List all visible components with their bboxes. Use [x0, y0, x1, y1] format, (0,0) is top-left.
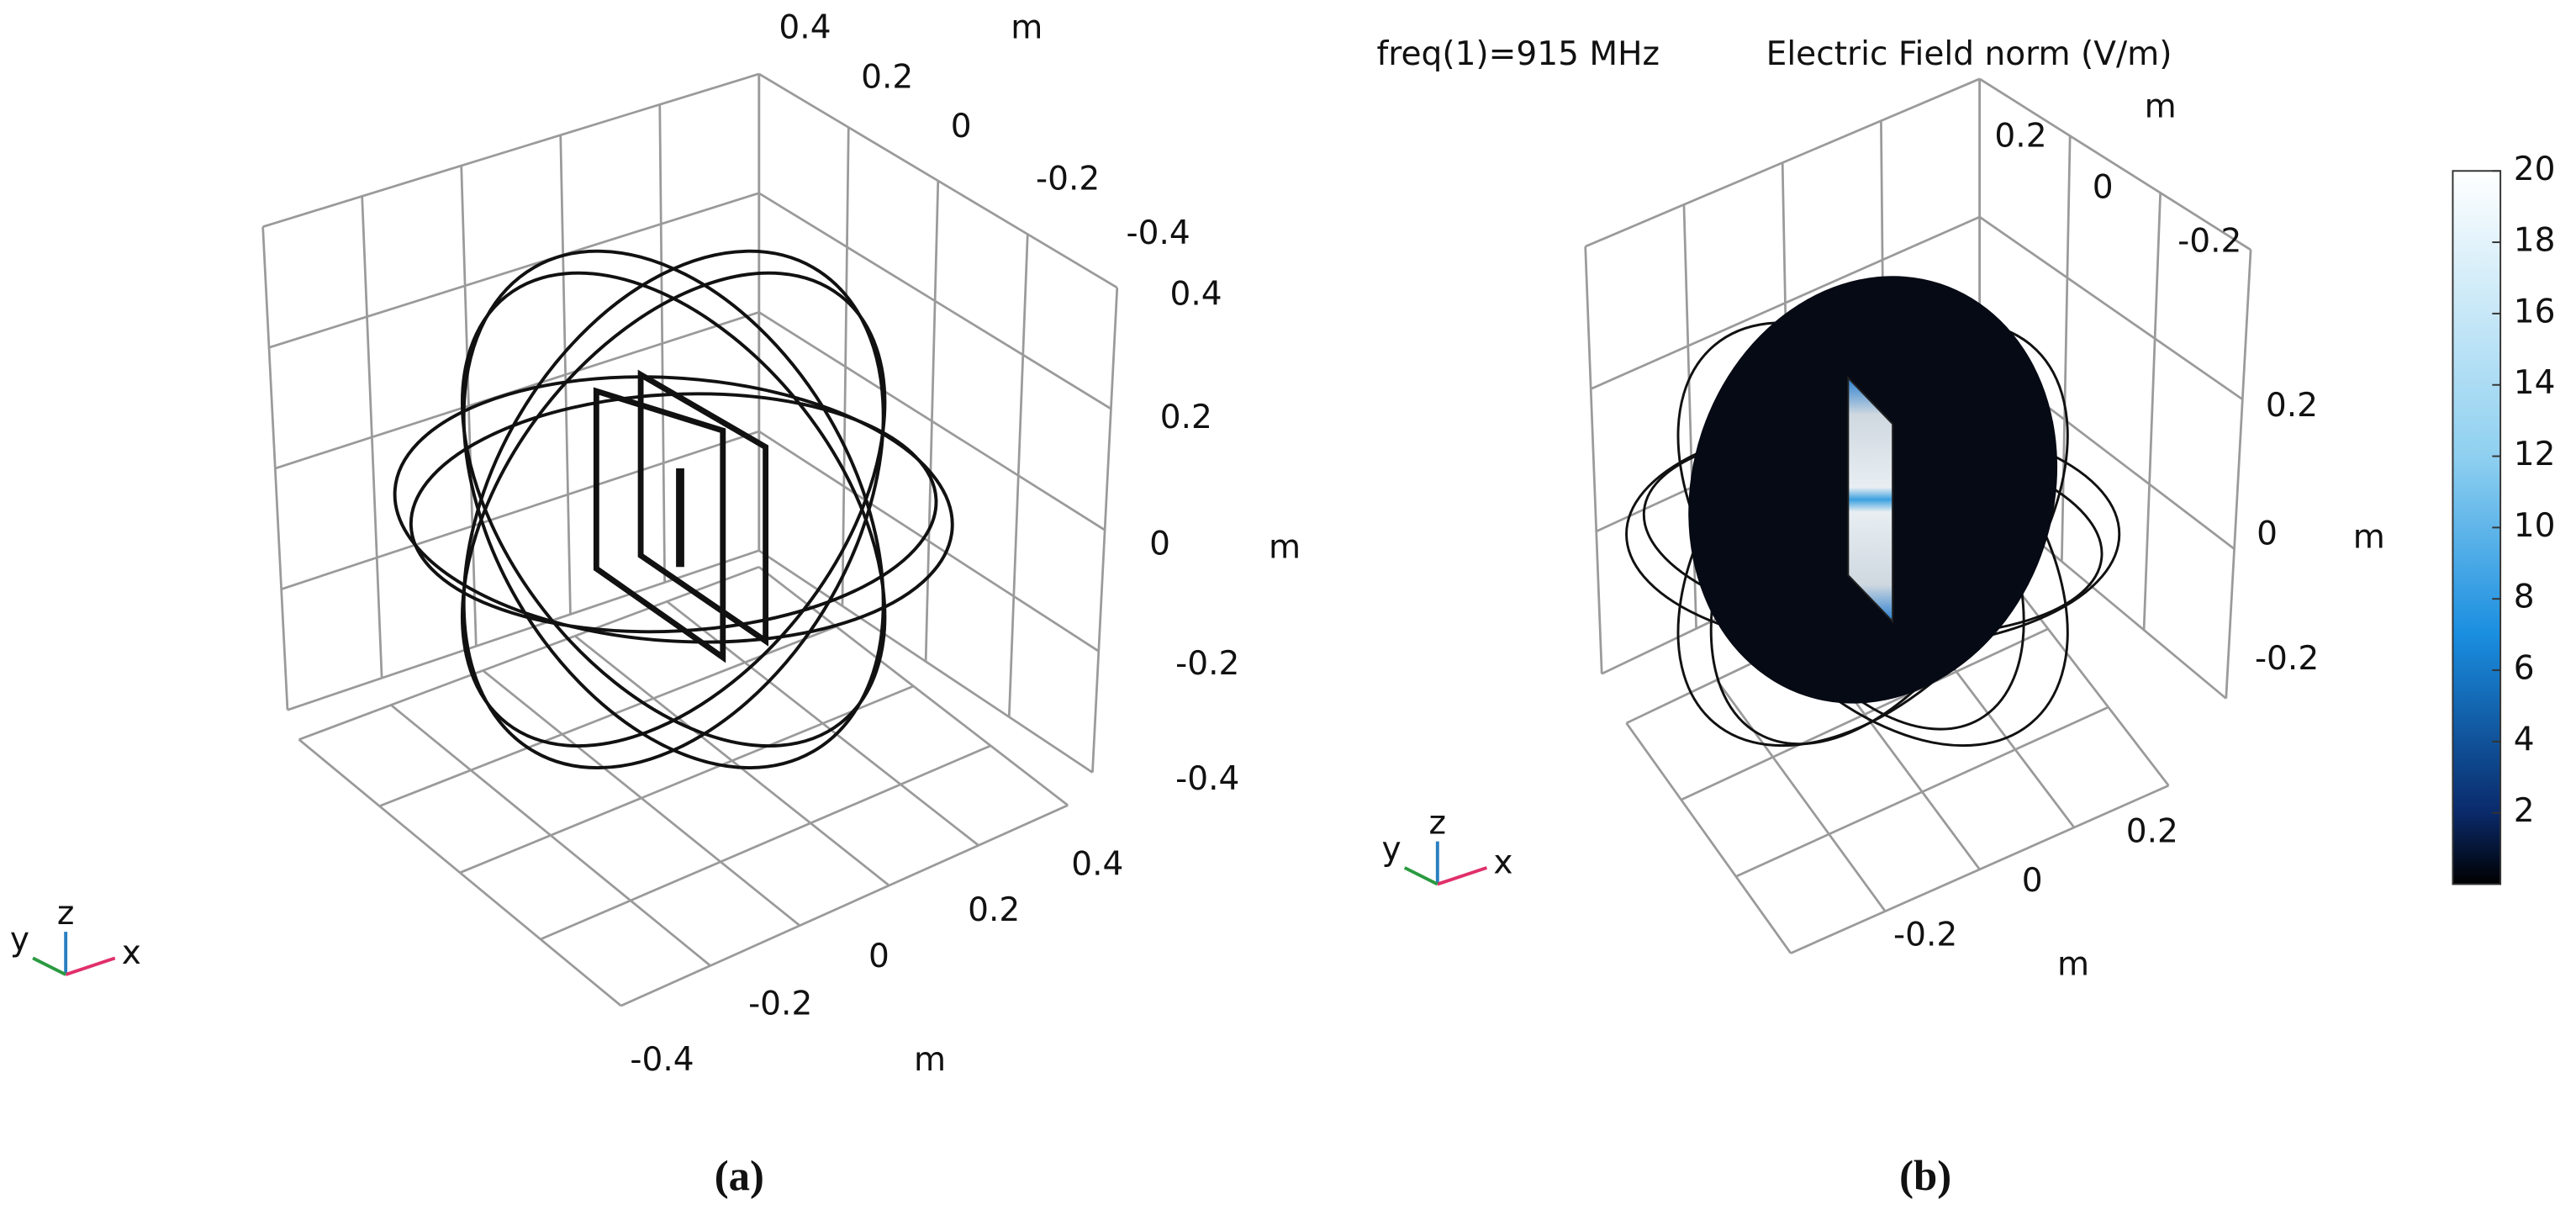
label: 12	[2514, 436, 2556, 473]
grid-line	[281, 430, 760, 590]
label: -0.2	[1175, 645, 1239, 683]
label: 0.2	[861, 58, 913, 96]
label: z	[57, 895, 75, 933]
grid-line	[758, 430, 1100, 653]
label: -0.2	[2177, 223, 2241, 261]
label: 0.4	[779, 9, 831, 47]
label: 6	[2514, 650, 2535, 688]
grid-line	[1978, 215, 2244, 401]
grid-line	[2061, 135, 2072, 562]
triad-x	[1437, 866, 1488, 886]
grid-line	[757, 566, 1069, 806]
grid-line	[287, 549, 760, 711]
label: -0.4	[1127, 214, 1190, 252]
label: m	[1269, 528, 1301, 566]
label: freq(1)=915 MHz	[1377, 35, 1660, 73]
label: (b)	[1899, 1152, 1951, 1199]
grid-line	[2142, 193, 2162, 631]
label: 0.4	[1169, 275, 1222, 313]
grid-line	[758, 72, 1118, 289]
grid-line	[378, 625, 837, 807]
grid-line	[2225, 249, 2252, 699]
label: -0.2	[1893, 917, 1957, 954]
label: -0.2	[748, 986, 812, 1023]
label: m	[2353, 519, 2385, 557]
label: (a)	[715, 1152, 764, 1199]
label: x	[1493, 844, 1512, 882]
label: 0	[2093, 168, 2114, 206]
label: -0.2	[2255, 640, 2319, 678]
grid-line	[1584, 246, 1603, 674]
grid-line	[758, 549, 1094, 774]
label: -0.4	[630, 1041, 694, 1079]
label: 2	[2514, 792, 2535, 830]
grid-line	[1681, 627, 2049, 801]
label: 0.4	[1071, 845, 1123, 883]
label: x	[122, 934, 141, 972]
label: Electric Field norm (V/m)	[1766, 35, 2172, 73]
label: 0.2	[968, 891, 1020, 929]
grid-line	[620, 804, 1069, 1007]
grid-line	[1735, 705, 2109, 878]
label: 10	[2514, 507, 2556, 545]
label: m	[1011, 9, 1043, 47]
grid	[261, 72, 2252, 1007]
radiation-pattern	[393, 249, 954, 769]
grid-line	[1590, 215, 1981, 390]
label: 0.2	[1160, 399, 1212, 436]
antenna	[593, 369, 769, 663]
grid-line	[1585, 77, 1981, 248]
grid-line	[1625, 722, 1792, 954]
label: 0.2	[1994, 118, 2046, 156]
label: -0.4	[1175, 760, 1239, 798]
label: m	[914, 1041, 946, 1079]
label: 18	[2514, 222, 2556, 260]
label: 8	[2514, 579, 2535, 616]
grid-line	[298, 565, 760, 741]
grid-line	[1978, 77, 2251, 251]
label: m	[2145, 87, 2177, 125]
triad-x	[65, 956, 116, 976]
grid-line	[1715, 679, 1887, 912]
label: 20	[2514, 151, 2556, 188]
grid-line	[1790, 784, 2169, 954]
label: -0.2	[1036, 160, 1100, 198]
axis-triad	[32, 932, 116, 976]
label: 0	[2257, 515, 2278, 553]
grid-line	[758, 192, 1112, 410]
triad-y	[1403, 866, 1438, 886]
label: 0	[2022, 862, 2043, 900]
label: 0	[1149, 525, 1170, 563]
triad-y	[32, 956, 67, 976]
label: 0.2	[2126, 812, 2178, 850]
grid-line	[540, 744, 991, 941]
label: 0.2	[2266, 387, 2318, 425]
grid-line	[758, 311, 1106, 531]
label: 16	[2514, 293, 2556, 330]
label: y	[10, 921, 29, 959]
antenna	[1847, 376, 1894, 624]
label: z	[1429, 805, 1447, 843]
label: 0	[868, 938, 889, 975]
label: 0	[951, 108, 972, 145]
label: m	[2057, 946, 2089, 984]
label: 14	[2514, 364, 2556, 402]
label: y	[1382, 831, 1401, 869]
label: 4	[2514, 721, 2535, 758]
axis-triad	[1403, 841, 1488, 886]
grid-line	[268, 192, 760, 349]
grid-line	[459, 684, 914, 875]
grid-line	[262, 72, 760, 229]
